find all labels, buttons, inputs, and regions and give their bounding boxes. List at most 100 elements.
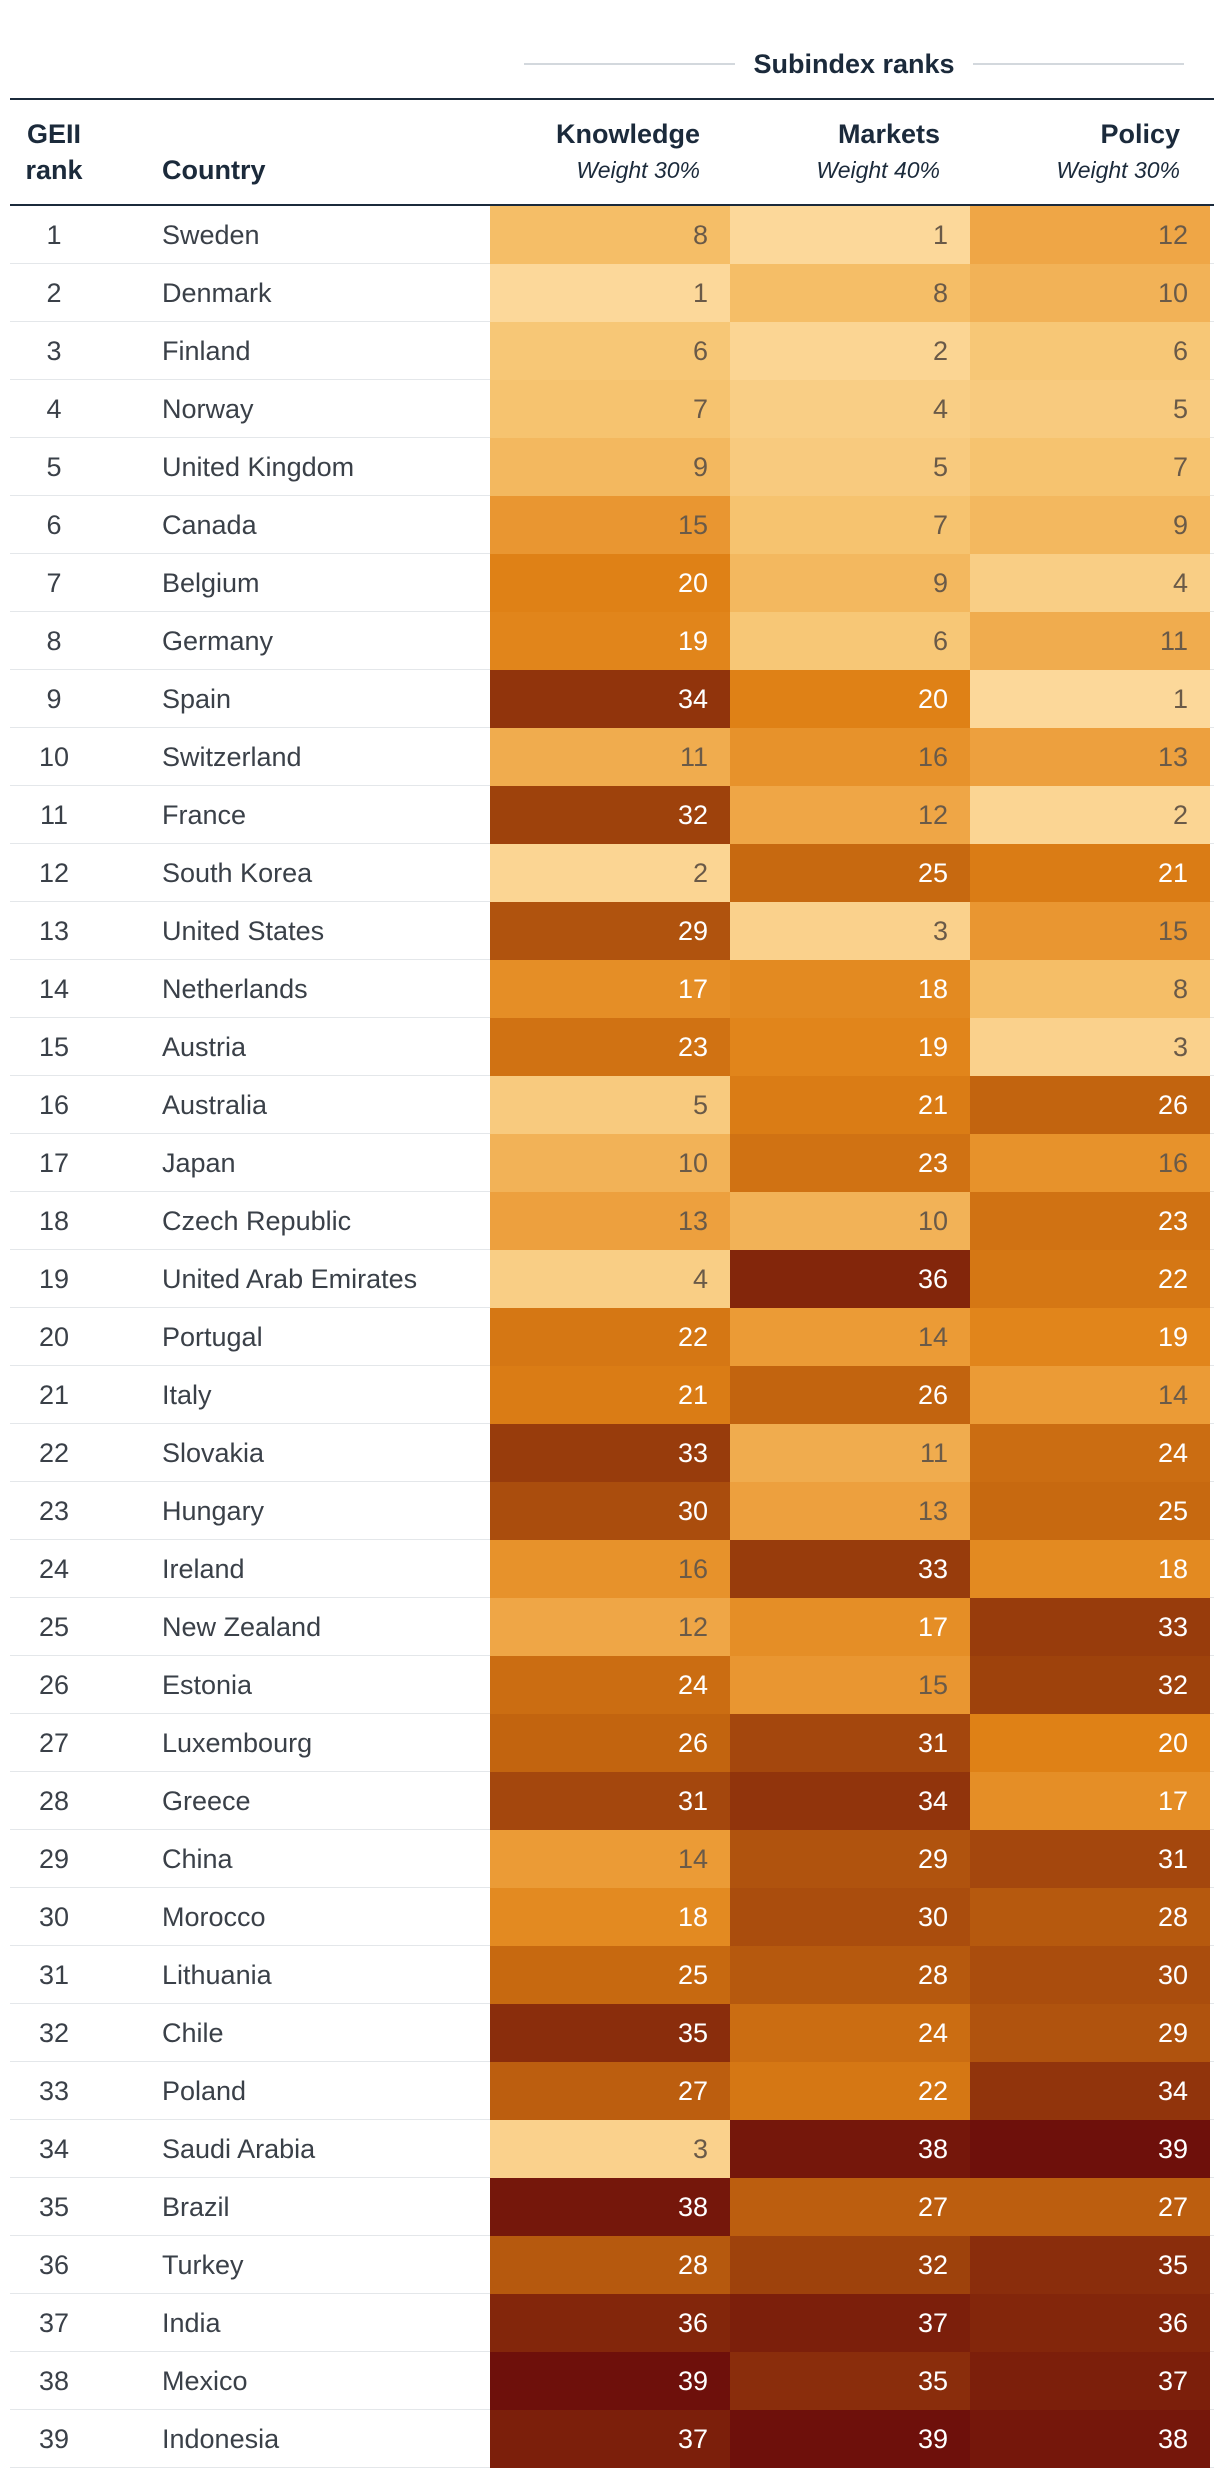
geii-rank-cell: 18 bbox=[38, 1206, 70, 1236]
geii-rank-cell: 39 bbox=[38, 2424, 70, 2454]
policy-rank-cell: 27 bbox=[970, 2178, 1210, 2236]
country-cell: France bbox=[162, 800, 247, 830]
knowledge-rank-cell: 19 bbox=[490, 612, 730, 670]
knowledge-rank-cell: 20 bbox=[490, 554, 730, 612]
geii-rank-cell: 36 bbox=[38, 2250, 70, 2280]
markets-rank-cell: 14 bbox=[730, 1308, 970, 1366]
table-row: 39 Indonesia 37 39 38 bbox=[10, 2410, 1214, 2468]
geii-rank-cell: 20 bbox=[38, 1322, 70, 1352]
country-cell: Spain bbox=[162, 684, 232, 714]
table-row: 7 Belgium 20 9 4 bbox=[10, 554, 1214, 612]
table-row: 23 Hungary 30 13 25 bbox=[10, 1482, 1214, 1540]
geii-rank-cell: 13 bbox=[38, 916, 70, 946]
knowledge-rank-cell: 38 bbox=[490, 2178, 730, 2236]
markets-rank-cell: 3 bbox=[730, 902, 970, 960]
markets-rank-cell: 29 bbox=[730, 1830, 970, 1888]
knowledge-rank-cell: 18 bbox=[490, 1888, 730, 1946]
knowledge-rank-cell: 17 bbox=[490, 960, 730, 1018]
geii-rank-cell: 32 bbox=[38, 2018, 70, 2048]
policy-rank-cell: 23 bbox=[970, 1192, 1210, 1250]
country-cell: United States bbox=[162, 916, 325, 946]
policy-rank-cell: 16 bbox=[970, 1134, 1210, 1192]
markets-rank-cell: 38 bbox=[730, 2120, 970, 2178]
table-row: 26 Estonia 24 15 32 bbox=[10, 1656, 1214, 1714]
table-row: 8 Germany 19 6 11 bbox=[10, 612, 1214, 670]
table-row: 4 Norway 7 4 5 bbox=[10, 380, 1214, 438]
table-row: 10 Switzerland 11 16 13 bbox=[10, 728, 1214, 786]
knowledge-rank-cell: 12 bbox=[490, 1598, 730, 1656]
table-row: 6 Canada 15 7 9 bbox=[10, 496, 1214, 554]
geii-rank-cell: 37 bbox=[38, 2308, 70, 2338]
geii-rank-cell: 27 bbox=[38, 1728, 70, 1758]
table-row: 35 Brazil 38 27 27 bbox=[10, 2178, 1214, 2236]
markets-rank-cell: 5 bbox=[730, 438, 970, 496]
knowledge-rank-cell: 27 bbox=[490, 2062, 730, 2120]
table-row: 17 Japan 10 23 16 bbox=[10, 1134, 1214, 1192]
country-cell: China bbox=[162, 1844, 233, 1874]
markets-rank-cell: 39 bbox=[730, 2410, 970, 2468]
knowledge-rank-cell: 35 bbox=[490, 2004, 730, 2062]
markets-header-title: Markets bbox=[837, 119, 940, 149]
markets-rank-cell: 16 bbox=[730, 728, 970, 786]
policy-rank-cell: 39 bbox=[970, 2120, 1210, 2178]
country-cell: Germany bbox=[162, 626, 274, 656]
country-cell: Brazil bbox=[162, 2192, 230, 2222]
markets-header: Markets Weight 40% bbox=[720, 116, 940, 188]
policy-header: Policy Weight 30% bbox=[960, 116, 1180, 188]
policy-rank-cell: 17 bbox=[970, 1772, 1210, 1830]
table-row: 5 United Kingdom 9 5 7 bbox=[10, 438, 1214, 496]
geii-rank-cell: 9 bbox=[46, 684, 62, 714]
country-cell: Chile bbox=[162, 2018, 224, 2048]
country-cell: Ireland bbox=[162, 1554, 245, 1584]
markets-rank-cell: 32 bbox=[730, 2236, 970, 2294]
geii-rank-cell: 25 bbox=[38, 1612, 70, 1642]
header-bottom-rule bbox=[10, 204, 1214, 206]
policy-rank-cell: 13 bbox=[970, 728, 1210, 786]
header-rule-left bbox=[524, 63, 736, 65]
knowledge-rank-cell: 2 bbox=[490, 844, 730, 902]
table-row: 3 Finland 6 2 6 bbox=[10, 322, 1214, 380]
policy-rank-cell: 12 bbox=[970, 206, 1210, 264]
knowledge-rank-cell: 8 bbox=[490, 206, 730, 264]
country-cell: Greece bbox=[162, 1786, 251, 1816]
knowledge-rank-cell: 39 bbox=[490, 2352, 730, 2410]
geii-rank-cell: 23 bbox=[38, 1496, 70, 1526]
knowledge-rank-cell: 7 bbox=[490, 380, 730, 438]
country-cell: Finland bbox=[162, 336, 251, 366]
table-row: 19 United Arab Emirates 4 36 22 bbox=[10, 1250, 1214, 1308]
geii-rank-cell: 21 bbox=[38, 1380, 70, 1410]
markets-rank-cell: 28 bbox=[730, 1946, 970, 2004]
knowledge-rank-cell: 11 bbox=[490, 728, 730, 786]
policy-rank-cell: 21 bbox=[970, 844, 1210, 902]
ranking-table-body: 1 Sweden 8 1 12 2 Denmark 1 8 10 3 Finland 6 2 6 4 Norwa… bbox=[10, 206, 1214, 2468]
country-cell: Switzerland bbox=[162, 742, 302, 772]
policy-header-title: Policy bbox=[1100, 119, 1180, 149]
country-cell: Austria bbox=[162, 1032, 247, 1062]
markets-rank-cell: 9 bbox=[730, 554, 970, 612]
table-row: 28 Greece 31 34 17 bbox=[10, 1772, 1214, 1830]
markets-rank-cell: 8 bbox=[730, 264, 970, 322]
table-row: 2 Denmark 1 8 10 bbox=[10, 264, 1214, 322]
country-cell: Italy bbox=[162, 1380, 212, 1410]
country-cell: Norway bbox=[162, 394, 254, 424]
geii-rank-cell: 33 bbox=[38, 2076, 70, 2106]
country-cell: Denmark bbox=[162, 278, 272, 308]
country-cell: Lithuania bbox=[162, 1960, 272, 1990]
markets-rank-cell: 33 bbox=[730, 1540, 970, 1598]
markets-rank-cell: 6 bbox=[730, 612, 970, 670]
geii-rank-cell: 26 bbox=[38, 1670, 70, 1700]
knowledge-rank-cell: 4 bbox=[490, 1250, 730, 1308]
policy-rank-cell: 5 bbox=[970, 380, 1210, 438]
table-row: 38 Mexico 39 35 37 bbox=[10, 2352, 1214, 2410]
geii-rank-cell: 11 bbox=[39, 800, 69, 830]
markets-rank-cell: 2 bbox=[730, 322, 970, 380]
markets-rank-cell: 1 bbox=[730, 206, 970, 264]
markets-rank-cell: 26 bbox=[730, 1366, 970, 1424]
geii-rank-cell: 5 bbox=[46, 452, 62, 482]
geii-rank-cell: 24 bbox=[38, 1554, 70, 1584]
country-cell: South Korea bbox=[162, 858, 313, 888]
markets-rank-cell: 7 bbox=[730, 496, 970, 554]
table-row: 12 South Korea 2 25 21 bbox=[10, 844, 1214, 902]
policy-rank-cell: 24 bbox=[970, 1424, 1210, 1482]
table-row: 24 Ireland 16 33 18 bbox=[10, 1540, 1214, 1598]
